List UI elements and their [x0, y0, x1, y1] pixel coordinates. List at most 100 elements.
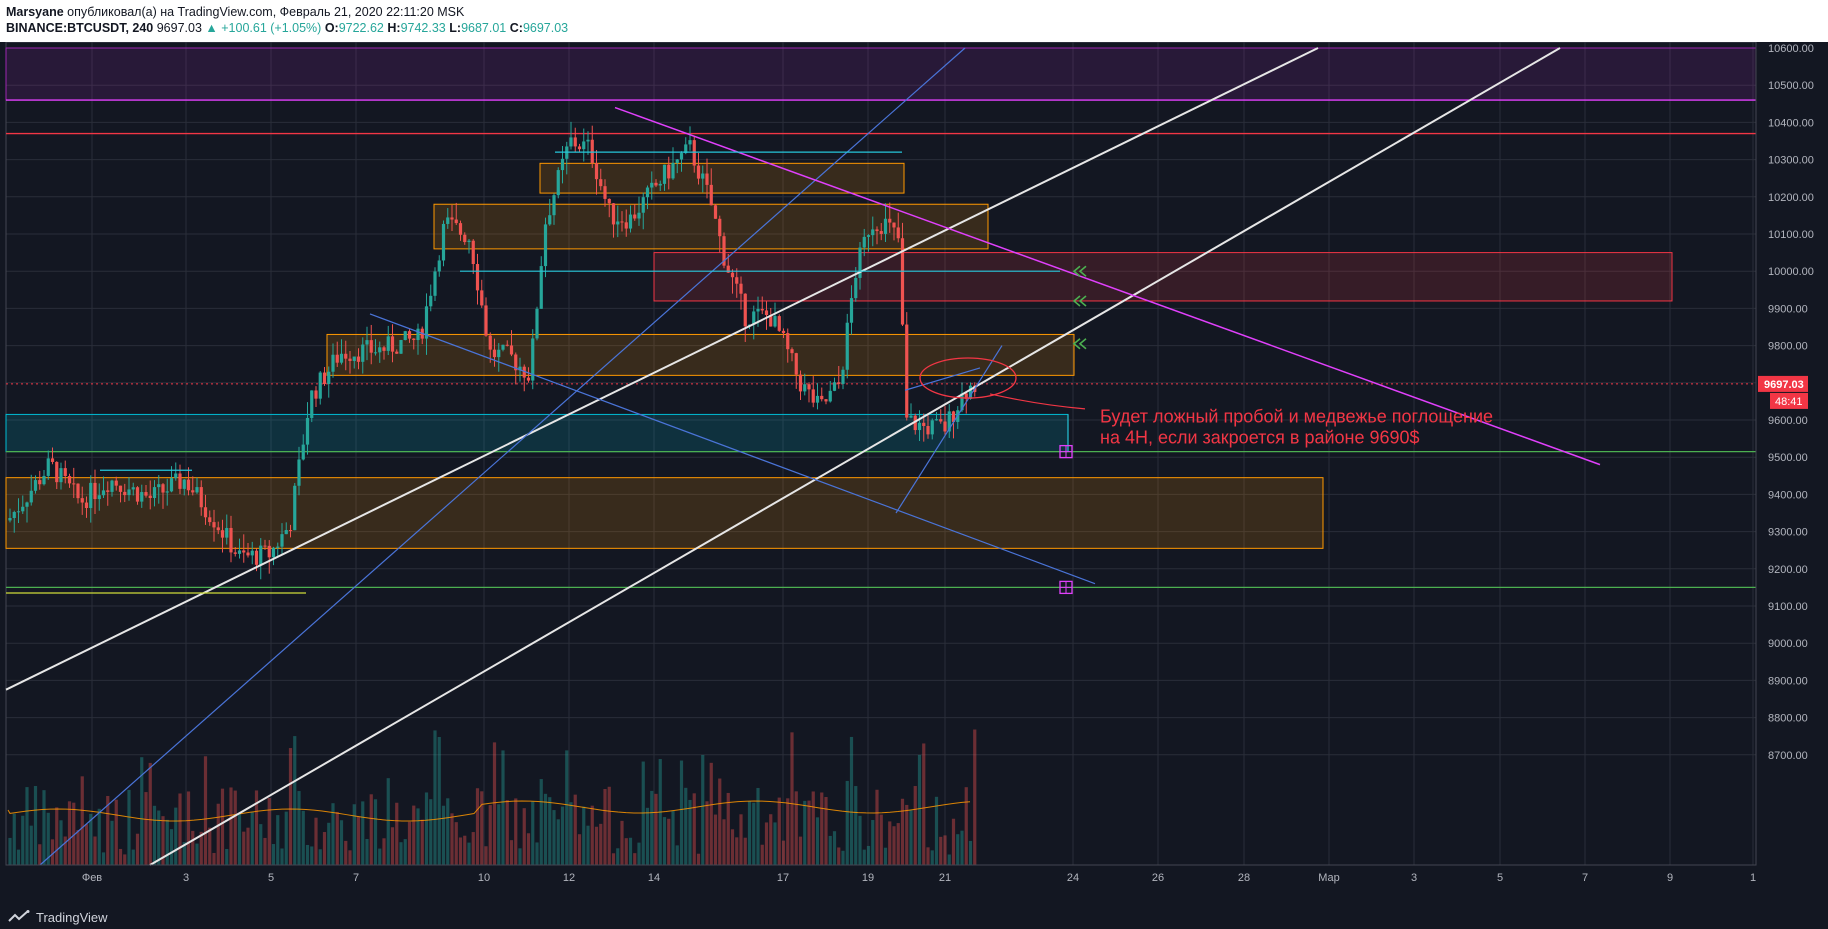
volume-bar: [12, 813, 16, 865]
volume-bar: [603, 788, 607, 865]
candle-body: [390, 336, 395, 352]
candle-body: [875, 229, 879, 232]
channel-line-lower: [149, 47, 1561, 866]
volume-bar: [276, 815, 280, 865]
volume-bar: [441, 805, 446, 865]
candle-body: [803, 384, 807, 392]
tradingview-logo[interactable]: TradingView: [8, 909, 108, 925]
candle-body: [488, 335, 492, 350]
volume-bar: [420, 819, 424, 865]
candle-body: [573, 137, 577, 147]
candle-body: [271, 547, 276, 558]
target-square-icon: [1059, 580, 1073, 595]
candle-body: [276, 546, 280, 548]
candle-body: [220, 530, 225, 538]
volume-bar: [55, 807, 59, 865]
volume-bar: [97, 808, 101, 865]
candle-body: [815, 395, 820, 403]
x-tick-label: 3: [183, 872, 189, 884]
candle-body: [828, 390, 832, 402]
candle-body: [144, 492, 148, 496]
candle-body: [106, 490, 110, 492]
trend-line-blue-lower: [369, 313, 1096, 585]
candle-body: [25, 502, 29, 507]
candle-body: [492, 349, 497, 358]
candle-body: [178, 473, 182, 489]
volume-bar: [229, 787, 233, 865]
volume-bar: [620, 820, 624, 865]
candle-body: [480, 290, 484, 306]
volume-bar: [310, 846, 314, 865]
candle-body: [709, 184, 713, 206]
author-name[interactable]: Marsyane: [6, 5, 64, 19]
volume-bar: [705, 801, 709, 865]
volume-bar: [628, 837, 633, 865]
y-tick-label: 10500.00: [1768, 80, 1814, 92]
volume-bar: [38, 844, 42, 865]
volume-bar: [29, 825, 33, 865]
volume-bar: [331, 803, 335, 865]
volume-bar: [403, 839, 407, 865]
candle-body: [246, 552, 250, 556]
candle-body: [191, 490, 195, 493]
chevron-left-icon: [1072, 338, 1087, 350]
chart-area[interactable]: Будет ложный пробой и медвежье поглощени…: [0, 42, 1828, 905]
candle-body: [577, 146, 582, 150]
volume-bar: [135, 833, 140, 865]
volume-bar: [866, 845, 871, 865]
candle-body: [552, 195, 556, 216]
chart-canvas[interactable]: Будет ложный пробой и медвежье поглощени…: [0, 42, 1828, 905]
candle-body: [344, 353, 348, 359]
volume-bar: [514, 798, 518, 865]
y-tick-label: 10100.00: [1768, 229, 1814, 241]
volume-bar: [879, 814, 883, 865]
candle-body: [879, 231, 883, 234]
volume-bar: [314, 817, 318, 865]
tradingview-icon: [8, 910, 30, 922]
y-tick-label: 9900.00: [1768, 303, 1808, 315]
volume-bar: [905, 804, 909, 865]
volume-bar: [556, 819, 560, 865]
candle-body: [854, 277, 858, 299]
volume-bar: [89, 813, 93, 865]
volume-bar: [552, 810, 556, 865]
annotation: Будет ложный пробой и медвежье поглощени…: [1100, 406, 1493, 447]
volume-bar: [943, 835, 947, 865]
candle-body: [254, 550, 259, 565]
volume-bar: [871, 820, 875, 865]
candle-body: [412, 338, 416, 341]
volume-bar: [505, 799, 509, 865]
volume-bar: [548, 797, 552, 865]
candle-body: [926, 426, 930, 435]
volume-bar: [233, 790, 237, 865]
zone-box: [5, 413, 1069, 453]
volume-bar: [781, 840, 786, 865]
candle-body: [590, 139, 594, 164]
candle-body: [798, 374, 803, 392]
candle-body: [786, 333, 790, 350]
candle-body: [531, 338, 535, 381]
volume-bar: [692, 793, 696, 865]
candle-body: [72, 483, 76, 485]
volume-bar: [339, 820, 344, 865]
volume-bar: [586, 825, 590, 865]
volume-bar: [934, 796, 939, 865]
symbol-label[interactable]: BINANCE:BTCUSDT, 240: [6, 21, 154, 35]
candle-body: [837, 382, 841, 384]
candle-body: [930, 420, 934, 435]
zone-box: [433, 203, 989, 250]
volume-bar: [726, 792, 730, 865]
volume-bar: [182, 842, 186, 865]
chevron-left-icon: [1072, 265, 1087, 277]
candle-body: [378, 347, 382, 353]
x-tick-label: 14: [648, 872, 660, 884]
volume-bar: [322, 832, 327, 865]
candle-body: [63, 468, 67, 476]
volume-bar: [849, 736, 854, 865]
candle-body: [76, 483, 80, 499]
candle-body: [97, 495, 101, 500]
candle-body: [658, 183, 662, 186]
volume-bar: [59, 820, 63, 865]
volume-bar: [607, 786, 611, 865]
candle-body: [599, 179, 603, 187]
